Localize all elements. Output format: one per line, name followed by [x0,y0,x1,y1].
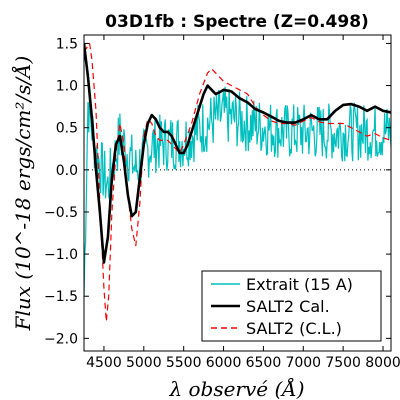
y-tick-label: −1.5 [44,289,78,305]
x-tick-label: 5500 [166,355,202,371]
x-tick-label: 6000 [206,355,242,371]
series-salt2-cl-line [84,42,391,323]
x-axis-label: λ observé (Å) [168,376,304,400]
legend-label-salt2-cl: SALT2 (C.L.) [246,319,342,338]
series-layer [84,42,391,323]
x-tick-label: 4500 [86,355,122,371]
x-tick-label: 7500 [325,355,361,371]
x-tick-label: 8000 [365,355,400,371]
plot-frame [83,34,392,352]
legend-label-extrait: Extrait (15 A) [246,275,353,294]
x-tick-label: 6500 [246,355,282,371]
y-ticks: −2.0 −1.5 −1.0 −0.5 0.0 0.5 1.0 1.5 [44,36,391,347]
y-tick-label: 1.5 [56,36,78,52]
y-tick-label: −1.0 [44,247,78,263]
series-salt2-cal-line [84,43,391,264]
y-axis-label: Flux (10^-18 ergs/cm²/s/Å) [10,56,35,332]
legend-label-salt2-cal: SALT2 Cal. [246,297,330,316]
y-tick-label: −2.0 [44,331,78,347]
x-tick-label: 7000 [285,355,321,371]
y-tick-label: 0.5 [56,121,78,137]
legend: Extrait (15 A) SALT2 Cal. SALT2 (C.L.) [201,270,382,342]
chart-title: 03D1fb : Spectre (Z=0.498) [105,12,369,32]
y-tick-label: −0.5 [44,205,78,221]
x-ticks: 4500 5000 5500 6000 6500 7000 7500 8000 [86,35,400,371]
x-tick-label: 5000 [126,355,162,371]
y-tick-label: 0.0 [56,163,78,179]
y-tick-label: 1.0 [56,79,78,95]
